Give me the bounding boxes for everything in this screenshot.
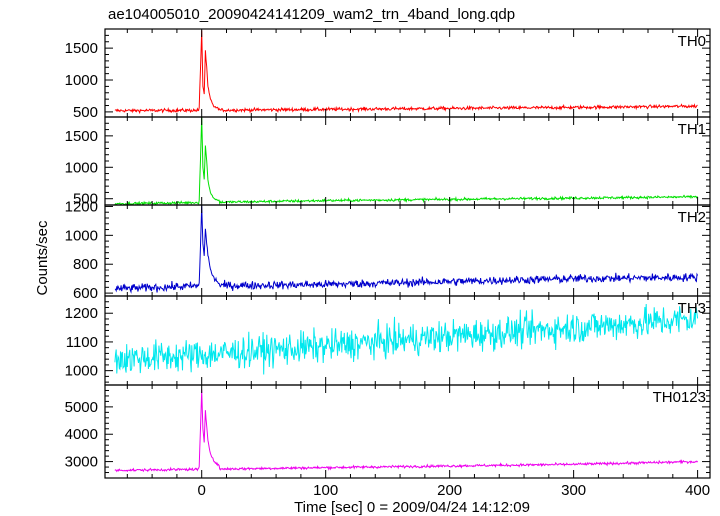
chart-title: ae104005010_20090424141209_wam2_trn_4ban… [108, 6, 515, 23]
y-tick-label: 500 [73, 104, 98, 121]
y-tick-label: 1000 [65, 363, 98, 380]
x-tick-label: 400 [685, 482, 710, 499]
x-axis-label: Time [sec] 0 = 2009/04/24 14:12:09 [294, 499, 530, 516]
x-tick-label: 0 [198, 482, 206, 499]
x-tick-label: 100 [313, 482, 338, 499]
panel-frame [104, 295, 711, 386]
y-tick-label: 1100 [66, 334, 98, 351]
panel-label: TH3 [678, 300, 706, 317]
y-tick-label: 800 [73, 256, 98, 273]
series-line-th3 [114, 303, 699, 375]
panel-label: TH0 [678, 33, 706, 50]
y-tick-label: 600 [73, 285, 98, 302]
x-tick-label: 200 [437, 482, 462, 499]
panel-frame [104, 28, 711, 118]
y-tick-label: 1200 [65, 305, 98, 322]
y-tick-label: 3000 [65, 454, 98, 471]
series-line-th1 [114, 117, 698, 205]
panel-frame [104, 384, 711, 479]
panel-th2: 600 800 1000 1200 TH2 [65, 198, 711, 302]
x-tick-label: 300 [561, 482, 586, 499]
panel-label: TH0123 [653, 389, 706, 406]
y-tick-label: 5000 [65, 399, 98, 416]
series-line-th0123 [114, 389, 698, 473]
y-tick-label: 500 [73, 191, 98, 208]
panel-label: TH1 [678, 121, 706, 138]
y-tick-label: 1500 [65, 40, 98, 57]
panel-frame [104, 116, 711, 206]
y-tick-label: 4000 [65, 426, 98, 443]
panel-th0123: 3000 4000 5000 TH0123 [65, 384, 711, 479]
y-tick-label: 1500 [65, 128, 98, 145]
panel-th0: 500 1000 1500 TH0 [65, 28, 711, 121]
panel-label: TH2 [678, 209, 706, 226]
series-line-th2 [114, 205, 699, 294]
y-tick-label: 1200 [65, 198, 98, 215]
panel-th1: 500 1000 1500 TH1 [65, 116, 711, 208]
y-tick-label: 1000 [65, 227, 98, 244]
y-tick-label: 1000 [65, 159, 98, 176]
series-line-th0 [114, 30, 698, 115]
y-tick-label: 1000 [65, 72, 98, 89]
y-axis-label: Counts/sec [34, 220, 51, 296]
panel-th3: 1000 1100 1200 TH3 [65, 295, 711, 386]
